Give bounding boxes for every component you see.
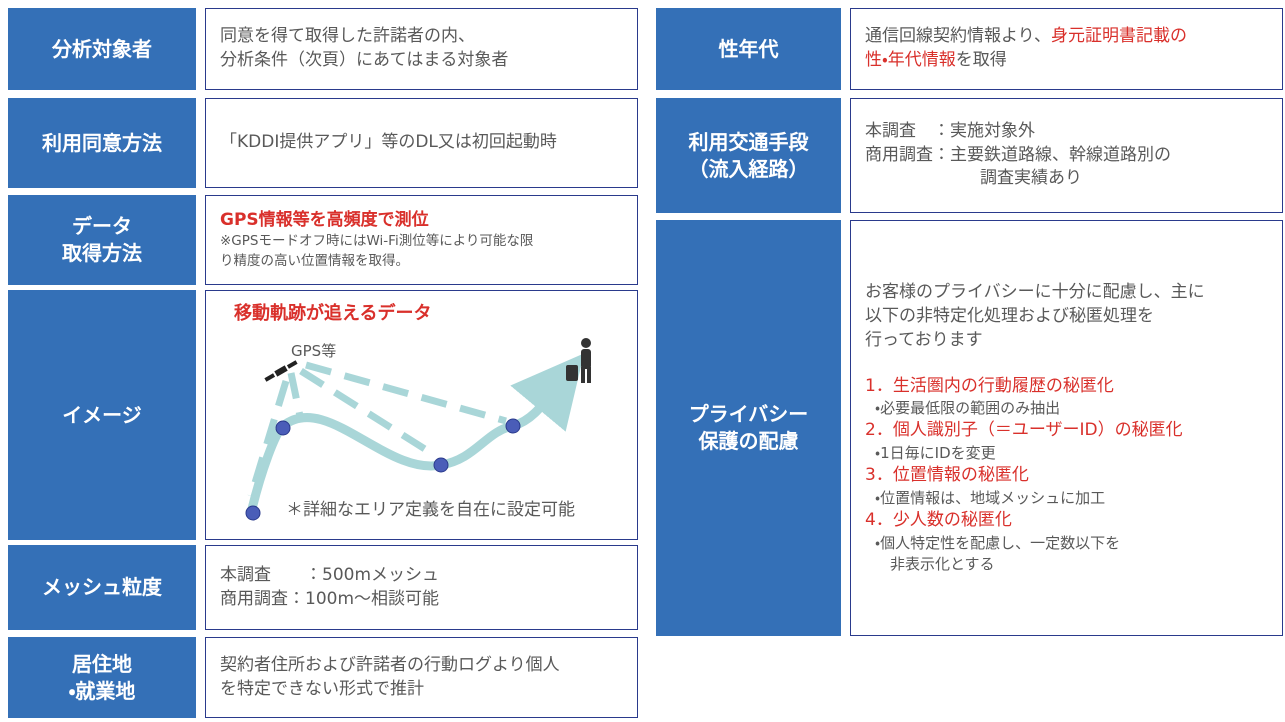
content-line: 商用調査：主要鉄道路線、幹線道路別の xyxy=(865,144,1171,165)
content-line: 分析条件（次頁）にあてはまる対象者 xyxy=(220,50,509,70)
row-content: 移動軌跡が追えるデータ GPS等 ＊詳細なエリア定義を自在に設定可能 xyxy=(205,290,638,540)
content-heading: GPS情報等を高頻度で測位 xyxy=(220,209,429,230)
row-label: 性年代 xyxy=(656,8,841,90)
label-line: 取得方法 xyxy=(62,241,142,265)
row-content: 同意を得て取得した許諾者の内、分析条件（次頁）にあてはまる対象者 xyxy=(205,8,638,90)
row-label: 居住地 ・就業地 xyxy=(8,637,196,718)
item-heading: 2．個人識別子（＝ユーザーID）の秘匿化 xyxy=(865,420,1183,441)
label-line: プライバシー xyxy=(688,402,809,426)
row-label: 分析対象者 xyxy=(8,8,196,90)
label-line: 保護の配慮 xyxy=(698,429,799,453)
content-line: 本調査 ：実施対象外 xyxy=(865,120,1035,141)
content-line: 商用調査：100m～相談可能 xyxy=(220,588,440,609)
row-label: 利用交通手段 （流入経路） xyxy=(656,98,841,213)
content-line: 契約者住所および許諾者の行動ログより個人 xyxy=(220,654,560,675)
label-line: ・就業地 xyxy=(68,678,136,703)
label-line: データ xyxy=(72,214,132,238)
intro-line: 行っております xyxy=(865,329,983,350)
content-line: 性・年代情報を取得 xyxy=(865,49,1268,73)
row-label: メッシュ粒度 xyxy=(8,545,196,630)
content-line: 通信回線契約情報より、身元証明書記載の xyxy=(865,25,1268,49)
trajectory-illustration xyxy=(245,338,591,521)
plain-text: を取得 xyxy=(955,50,1007,70)
item-detail: ・位置情報は、地域メッシュに加工 xyxy=(875,488,1106,507)
content-line: 同意を得て取得した許諾者の内、 xyxy=(220,26,475,47)
row-content: GPS情報等を高頻度で測位 ※GPSモードオフ時にはWi-Fi測位等により可能な限… xyxy=(205,195,638,285)
item-heading: 3．位置情報の秘匿化 xyxy=(865,465,1029,486)
plain-text: 通信回線契約情報より、 xyxy=(865,26,1051,47)
item-detail: ・1日毎にIDを変更 xyxy=(875,444,996,463)
row-content: 本調査 ：実施対象外商用調査：主要鉄道路線、幹線道路別の調査実績あり xyxy=(850,98,1283,213)
label-line: イメージ xyxy=(62,402,142,427)
item-detail: ・必要最低限の範囲のみ抽出 xyxy=(875,399,1061,418)
image-caption: ＊詳細なエリア定義を自在に設定可能 xyxy=(286,500,575,520)
item-detail: ・個人特定性を配慮し、一定数以下を xyxy=(875,533,1121,552)
highlight-text: 身元証明書記載の xyxy=(1050,26,1187,47)
item-heading: 1．生活圏内の行動履歴の秘匿化 xyxy=(865,375,1114,396)
intro-line: お客様のプライバシーに十分に配慮し、主に xyxy=(865,282,1205,303)
item-heading: 4．少人数の秘匿化 xyxy=(865,509,1012,530)
row-content: 通信回線契約情報より、身元証明書記載の 性・年代情報を取得 xyxy=(850,8,1283,90)
row-label: イメージ xyxy=(8,290,196,540)
content-line: 調査実績あり xyxy=(980,168,1082,189)
label-line: 分析対象者 xyxy=(52,36,152,61)
content-line: を特定できない形式で推計 xyxy=(220,678,424,699)
intro-line: 以下の非特定化処理および秘匿処理を xyxy=(865,306,1154,326)
image-heading: 移動軌跡が追えるデータ xyxy=(234,303,432,324)
content-line: 本調査 ：500mメッシュ xyxy=(220,564,440,585)
label-line: （流入経路） xyxy=(688,156,809,181)
label-line: 利用交通手段 xyxy=(688,129,809,154)
content-note: り精度の高い位置情報を取得。 xyxy=(220,252,409,269)
content-line: 「KDDI提供アプリ」等のDL又は初回起動時 xyxy=(220,132,557,153)
row-content: 本調査 ：500mメッシュ 商用調査：100m～相談可能 xyxy=(205,545,638,630)
content-note: ※GPSモードオフ時にはWi-Fi測位等により可能な限 xyxy=(220,233,534,250)
label-line: 居住地 xyxy=(72,651,132,676)
label-line: 利用同意方法 xyxy=(42,130,162,155)
spacer xyxy=(865,353,1268,375)
item-detail: 非表示化とする xyxy=(875,554,995,573)
row-label: データ 取得方法 xyxy=(8,195,196,285)
row-label: プライバシー 保護の配慮 xyxy=(656,220,841,636)
row-label: 利用同意方法 xyxy=(8,98,196,188)
gps-label: GPS等 xyxy=(291,342,337,360)
label-line: メッシュ粒度 xyxy=(42,575,162,599)
highlight-text: 性・年代情報 xyxy=(865,50,956,70)
row-content: 契約者住所および許諾者の行動ログより個人 を特定できない形式で推計 xyxy=(205,637,638,718)
label-line: 性年代 xyxy=(718,36,779,61)
row-content: 「KDDI提供アプリ」等のDL又は初回起動時 xyxy=(205,98,638,188)
row-content: お客様のプライバシーに十分に配慮し、主に 以下の非特定化処理および秘匿処理を 行って… xyxy=(850,220,1283,636)
